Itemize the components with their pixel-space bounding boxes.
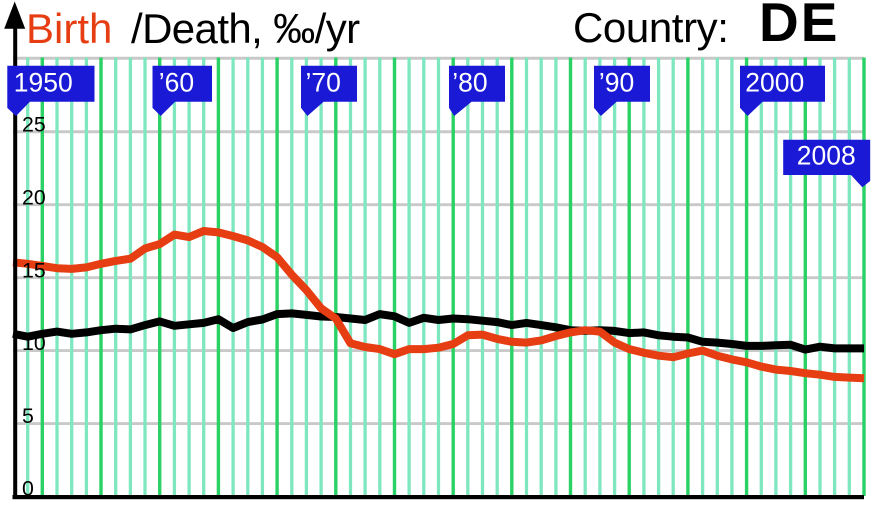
svg-text:DE: DE — [759, 0, 839, 53]
svg-text:2008: 2008 — [797, 141, 856, 171]
svg-text:Birth: Birth — [26, 5, 112, 52]
svg-text:5: 5 — [22, 404, 34, 428]
svg-text:’70: ’70 — [306, 67, 341, 97]
svg-text:’90: ’90 — [599, 67, 634, 97]
svg-text:/Death, ‰/yr: /Death, ‰/yr — [131, 5, 360, 52]
svg-text:20: 20 — [22, 185, 46, 209]
svg-text:’60: ’60 — [159, 67, 194, 97]
svg-text:0: 0 — [22, 477, 34, 501]
svg-text:25: 25 — [22, 112, 46, 136]
svg-text:1950: 1950 — [14, 67, 73, 97]
svg-text:15: 15 — [22, 258, 46, 282]
svg-text:Country:: Country: — [573, 4, 729, 51]
svg-text:10: 10 — [22, 331, 46, 355]
svg-text:’80: ’80 — [452, 67, 487, 97]
svg-text:2000: 2000 — [745, 67, 804, 97]
